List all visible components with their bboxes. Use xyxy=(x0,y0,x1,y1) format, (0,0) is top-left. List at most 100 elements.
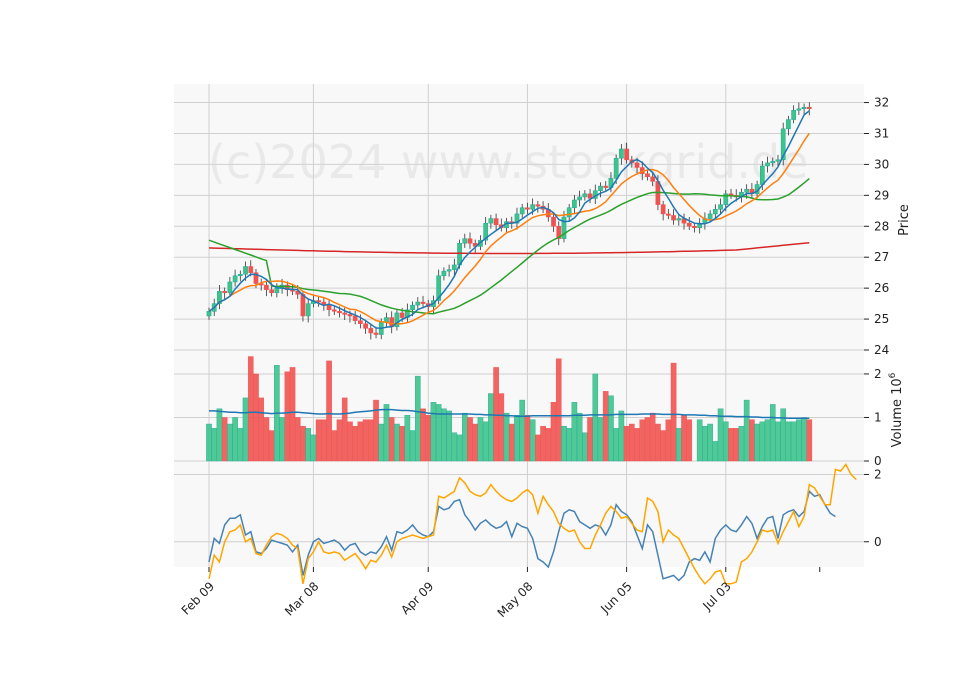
volume-bar xyxy=(451,432,458,462)
volume-bar xyxy=(300,425,306,462)
volume-bar xyxy=(279,417,285,462)
volume-bar xyxy=(253,373,259,462)
candle-body xyxy=(556,226,562,239)
volume-bar xyxy=(681,415,687,462)
volume-bar xyxy=(430,402,437,462)
volume-bar xyxy=(806,419,813,462)
candle-body xyxy=(415,301,421,306)
volume-bar xyxy=(629,423,635,462)
volume-bar xyxy=(503,412,510,462)
candle-body xyxy=(467,238,473,244)
candle-body xyxy=(248,266,254,273)
volume-bar xyxy=(232,417,238,462)
candle-body xyxy=(566,207,572,218)
volume-bar xyxy=(555,358,562,462)
volume-bar xyxy=(477,417,484,462)
candle-body xyxy=(801,106,807,109)
x-tick-label: Mar 08 xyxy=(282,579,321,618)
candle-body xyxy=(744,188,750,193)
candle-body xyxy=(316,300,321,303)
volume-bar xyxy=(738,425,745,462)
volume-bar xyxy=(801,417,807,462)
volume-bar xyxy=(686,419,693,462)
volume-bar xyxy=(754,423,760,462)
volume-axis-label-text: Volume 106 xyxy=(888,372,905,447)
volume-bar xyxy=(378,423,385,462)
candle-body xyxy=(645,173,650,178)
candle-body xyxy=(577,196,582,201)
oscillator-y-tick-label: 0 xyxy=(874,535,882,549)
candle-body xyxy=(217,290,222,304)
volume-bar xyxy=(665,419,672,462)
ma-mid-line xyxy=(208,132,810,325)
candle-body xyxy=(368,328,374,334)
ma-short-line xyxy=(208,110,810,330)
candle-body xyxy=(441,270,447,277)
volume-bar xyxy=(258,397,265,462)
volume-axis-label-exponent: 6 xyxy=(888,372,898,378)
candle-body xyxy=(399,312,405,318)
volume-bar xyxy=(347,421,353,462)
volume-axis-label-main: Volume 10 xyxy=(890,378,905,447)
volume-bar xyxy=(707,423,713,462)
x-tick-label: Feb 09 xyxy=(179,579,217,617)
candle-body xyxy=(363,323,368,329)
volume-bar xyxy=(796,419,802,462)
volume-bar xyxy=(472,423,479,462)
candle-body xyxy=(551,216,556,227)
volume-bar xyxy=(644,417,651,462)
volume-panel xyxy=(206,356,813,462)
candle-body xyxy=(347,314,353,317)
candle-body xyxy=(269,289,274,294)
volume-bar xyxy=(368,419,374,462)
price-y-tick-label: 24 xyxy=(874,343,889,357)
volume-y-tick-label: 2 xyxy=(874,367,882,381)
volume-bar xyxy=(743,399,750,462)
candle-body xyxy=(707,213,713,219)
volume-bar xyxy=(294,417,301,462)
volume-bar xyxy=(780,408,786,462)
candle-body xyxy=(305,303,311,317)
volume-bar xyxy=(514,415,520,462)
volume-bar xyxy=(415,375,421,462)
candle-body xyxy=(394,312,400,328)
candle-body xyxy=(780,128,786,161)
price-y-tick-label: 26 xyxy=(874,281,889,295)
candle-body xyxy=(253,272,259,284)
volume-y-tick-label: 0 xyxy=(874,454,882,468)
candle-body xyxy=(587,193,593,199)
volume-ma-line xyxy=(209,408,810,420)
ma-longest-line xyxy=(208,241,810,255)
volume-bar xyxy=(561,425,567,462)
candle-body xyxy=(535,204,541,207)
candle-body xyxy=(462,238,468,244)
candle-body xyxy=(514,213,520,224)
volume-bar xyxy=(341,397,348,462)
volume-bar xyxy=(587,417,593,462)
volume-bar xyxy=(764,419,771,462)
x-tick-label: Jun 05 xyxy=(597,579,634,616)
candle-body xyxy=(232,275,238,283)
volume-bar xyxy=(655,423,661,462)
candle-body xyxy=(660,204,666,215)
candle-body xyxy=(227,281,233,294)
volume-bar xyxy=(321,419,327,462)
volume-bar xyxy=(571,402,578,462)
volume-bar xyxy=(206,423,212,462)
volume-bar xyxy=(785,421,792,462)
volume-bar xyxy=(216,408,223,462)
candle-body xyxy=(451,264,457,270)
volume-bar xyxy=(722,421,729,462)
volume-bar xyxy=(639,419,646,462)
volume-bar xyxy=(331,430,338,462)
price-y-tick-label: 29 xyxy=(874,188,889,202)
volume-bar xyxy=(482,421,489,462)
osc-panel-bg xyxy=(174,461,864,567)
candle-body xyxy=(686,222,692,227)
volume-bar xyxy=(420,408,426,462)
candle-body xyxy=(619,148,624,159)
volume-bar xyxy=(529,419,536,462)
volume-bar xyxy=(545,428,552,462)
volume-bar xyxy=(769,404,776,462)
